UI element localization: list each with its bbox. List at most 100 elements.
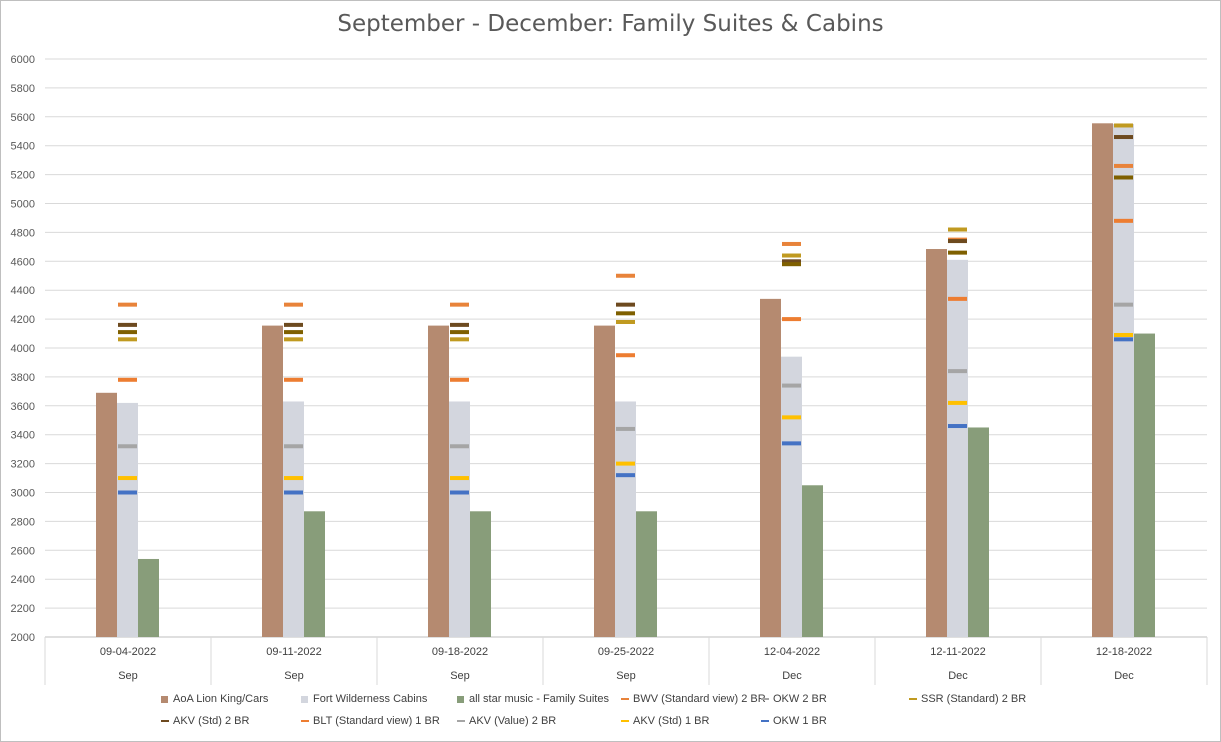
marker [284, 302, 303, 307]
legend-item: OKW 1 BR [761, 715, 827, 727]
y-tick-label: 3200 [11, 459, 35, 471]
legend-label: AKV (Std) 2 BR [173, 715, 250, 727]
marker [948, 250, 967, 255]
marker [118, 330, 137, 335]
bar [968, 427, 989, 637]
bar [428, 325, 449, 637]
y-tick-label: 2400 [11, 574, 35, 586]
y-tick-label: 3400 [11, 430, 35, 442]
bar [138, 558, 159, 637]
y-tick-label: 2200 [11, 603, 35, 615]
legend-item: SSR (Standard) 2 BR [909, 693, 1026, 705]
y-tick-label: 4000 [11, 343, 35, 355]
y-tick-label: 2800 [11, 516, 35, 528]
marker [948, 369, 967, 374]
legend-swatch [457, 695, 464, 703]
marker [948, 239, 967, 244]
marker [616, 473, 635, 478]
y-tick-label: 3800 [11, 372, 35, 384]
marker [1114, 175, 1133, 180]
legend-swatch [457, 720, 465, 722]
marker [284, 476, 303, 481]
bar [926, 249, 947, 637]
marker [1114, 337, 1133, 342]
y-tick-label: 4600 [11, 256, 35, 268]
marker [616, 461, 635, 466]
legend-item: Fort Wilderness Cabins [301, 693, 427, 705]
legend-label: BLT (Standard view) 1 BR [313, 715, 440, 727]
marker [782, 383, 801, 388]
bar [449, 401, 470, 637]
marker [782, 441, 801, 446]
marker [616, 426, 635, 431]
marker [450, 337, 469, 342]
marker [118, 444, 137, 449]
legend-swatch [761, 698, 769, 700]
x-group-label: Dec [782, 670, 802, 682]
marker [616, 353, 635, 358]
marker [616, 319, 635, 324]
bar [781, 356, 802, 637]
marker [1114, 302, 1133, 307]
marker [118, 337, 137, 342]
marker [1114, 332, 1133, 337]
x-group-label: Dec [1114, 670, 1134, 682]
legend-swatch [909, 698, 917, 700]
bar [636, 511, 657, 637]
legend-swatch [301, 695, 308, 703]
legend-swatch [761, 720, 769, 722]
marker [948, 424, 967, 429]
legend-swatch [161, 720, 169, 722]
marker [450, 330, 469, 335]
marker [782, 262, 801, 267]
legend-swatch [621, 698, 629, 700]
x-tick-label: 12-04-2022 [764, 646, 820, 658]
bar [760, 298, 781, 637]
marker [284, 337, 303, 342]
x-group-label: Sep [616, 670, 636, 682]
legend-item: AKV (Value) 2 BR [457, 715, 556, 727]
marker [450, 444, 469, 449]
marker [450, 302, 469, 307]
y-tick-label: 3000 [11, 488, 35, 500]
marker [616, 273, 635, 278]
bar [594, 325, 615, 637]
y-tick-label: 4400 [11, 285, 35, 297]
marker [450, 377, 469, 382]
marker [1114, 163, 1133, 168]
legend-label: all star music - Family Suites [469, 693, 609, 705]
x-group-label: Sep [118, 670, 138, 682]
x-tick-label: 12-18-2022 [1096, 646, 1152, 658]
marker [284, 322, 303, 327]
legend-label: AKV (Std) 1 BR [633, 715, 710, 727]
x-group-label: Sep [284, 670, 304, 682]
bar [470, 511, 491, 637]
y-tick-label: 6000 [11, 54, 35, 66]
marker [782, 241, 801, 246]
y-tick-label: 3600 [11, 401, 35, 413]
y-tick-label: 2000 [11, 632, 35, 644]
chart-title: September - December: Family Suites & Ca… [337, 11, 884, 37]
bar [262, 325, 283, 637]
legend-label: SSR (Standard) 2 BR [921, 693, 1027, 705]
legend-swatch [621, 720, 629, 722]
marker [284, 330, 303, 335]
marker [450, 476, 469, 481]
marker [948, 400, 967, 405]
y-tick-label: 5400 [11, 141, 35, 153]
bar [283, 401, 304, 637]
legend-label: AKV (Value) 2 BR [469, 715, 557, 727]
marker [782, 259, 801, 264]
marker [450, 490, 469, 495]
legend-item: BLT (Standard view) 1 BR [301, 715, 440, 727]
y-tick-label: 4200 [11, 314, 35, 326]
bar [1092, 123, 1113, 638]
legend-item: AoA Lion King/Cars [161, 693, 268, 705]
marker [118, 322, 137, 327]
bar [117, 402, 138, 637]
y-tick-label: 5800 [11, 83, 35, 95]
marker [118, 302, 137, 307]
bar [1113, 124, 1134, 637]
